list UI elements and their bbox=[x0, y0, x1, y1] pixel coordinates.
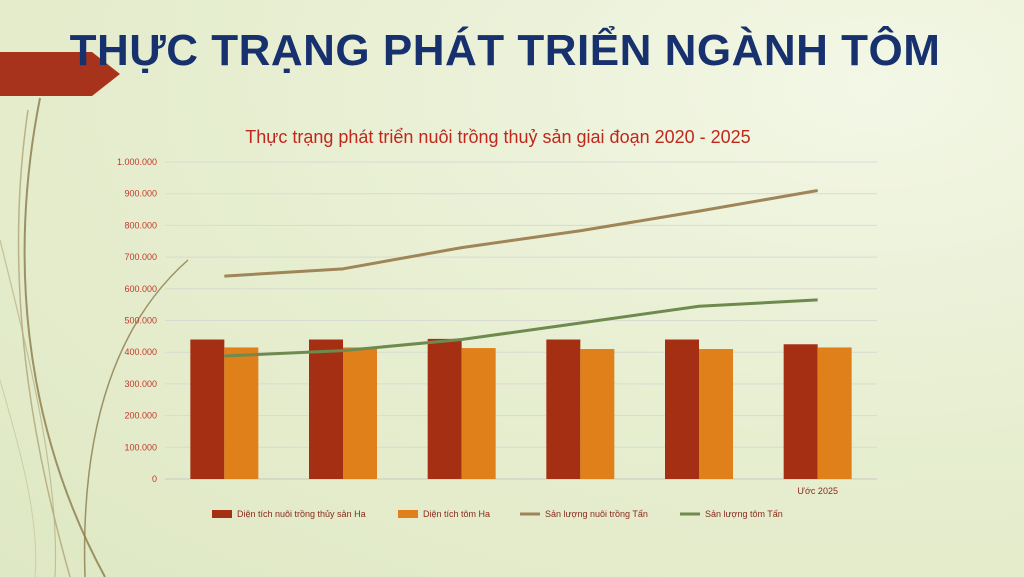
decorative-curve bbox=[17, 109, 71, 577]
y-axis: 0 100.000 200.000 300.000 400.000 500.000 600.… bbox=[117, 157, 157, 484]
y-tick-label: 500.000 bbox=[124, 316, 157, 326]
gridlines bbox=[165, 161, 877, 480]
y-tick-label: 400.000 bbox=[124, 347, 157, 357]
legend-label: Diện tích nuôi trồng thủy sản Ha bbox=[237, 509, 366, 519]
bar-dien-tich-tom bbox=[817, 347, 852, 479]
y-tick-label: 600.000 bbox=[124, 284, 157, 294]
slide-title: THỰC TRẠNG PHÁT TRIỂN NGÀNH TÔM bbox=[69, 26, 941, 75]
bar-dien-tich-tom bbox=[224, 347, 259, 479]
bar-dien-tich-nuoi-trong bbox=[546, 339, 581, 479]
bar-dien-tich-tom bbox=[343, 347, 377, 479]
y-tick-label: 200.000 bbox=[124, 411, 157, 421]
y-tick-label: 700.000 bbox=[124, 252, 157, 262]
legend-swatch bbox=[212, 510, 232, 518]
y-tick-label: 900.000 bbox=[124, 189, 157, 199]
bar-dien-tich-nuoi-trong bbox=[783, 344, 818, 479]
decorative-curve bbox=[0, 379, 37, 577]
x-tick-label: Ước 2025 bbox=[797, 486, 838, 496]
bar-dien-tich-nuoi-trong bbox=[427, 338, 462, 479]
bar-dien-tich-tom bbox=[699, 349, 733, 479]
bar-dien-tich-nuoi-trong bbox=[309, 339, 343, 479]
bar-dien-tich-nuoi-trong bbox=[665, 339, 699, 479]
bar-dien-tich-tom bbox=[580, 349, 615, 479]
series-line-san-luong-tom bbox=[224, 298, 818, 358]
decorative-curve bbox=[23, 97, 106, 577]
lines bbox=[224, 189, 818, 358]
decorative-curve bbox=[0, 239, 57, 577]
legend-label: Sản lượng tôm Tấn bbox=[705, 509, 783, 519]
series-line-san-luong-nuoi-trong bbox=[224, 189, 818, 278]
y-tick-label: 800.000 bbox=[124, 220, 157, 230]
bar-dien-tich-tom bbox=[461, 348, 496, 479]
bars bbox=[190, 338, 852, 479]
legend: Diện tích nuôi trồng thủy sản Ha Diện tíc… bbox=[212, 509, 783, 519]
decorative-curve bbox=[83, 259, 189, 577]
legend-label: Sản lượng nuôi trồng Tấn bbox=[545, 509, 648, 519]
y-tick-label: 100.000 bbox=[124, 442, 157, 452]
y-tick-label: 0 bbox=[152, 474, 157, 484]
legend-label: Diện tích tôm Ha bbox=[423, 509, 490, 519]
legend-swatch bbox=[398, 510, 418, 518]
chart-title: Thực trạng phát triển nuôi trồng thuỷ sả… bbox=[245, 127, 750, 147]
y-tick-label: 300.000 bbox=[124, 379, 157, 389]
y-tick-label: 1.000.000 bbox=[117, 157, 157, 167]
x-axis: Ước 2025 bbox=[797, 486, 838, 496]
bar-dien-tich-nuoi-trong bbox=[190, 339, 225, 479]
accent-arrow-shape bbox=[0, 52, 120, 96]
